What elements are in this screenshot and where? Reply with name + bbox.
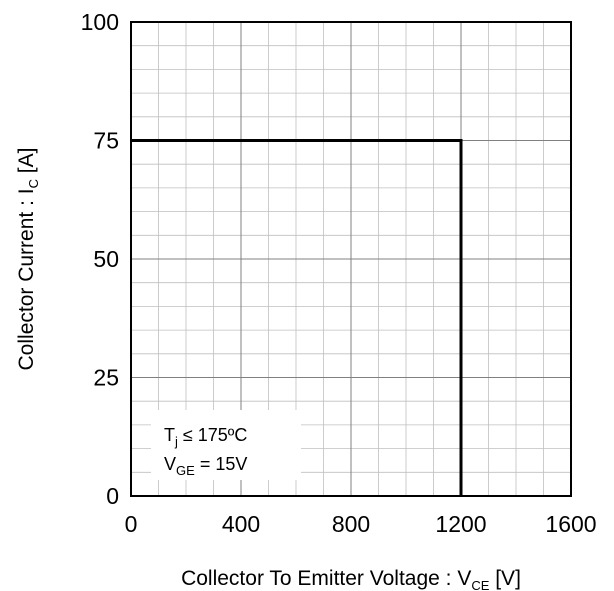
y-tick-label: 50	[93, 246, 119, 272]
x-tick-label: 1200	[435, 511, 486, 537]
conditions-box	[151, 410, 301, 480]
plot-area	[130, 21, 572, 497]
x-axis-title: Collector To Emitter Voltage : VCE [V]	[181, 567, 521, 591]
y-axis-title: Collector Current : IC [A]	[15, 148, 41, 371]
x-tick-label: 0	[125, 511, 138, 537]
vge-condition-label: VGE = 15V	[164, 454, 247, 478]
y-tick-label: 25	[93, 365, 119, 391]
x-tick-label: 1600	[545, 511, 596, 537]
rbsoa-boundary-line	[131, 139, 463, 496]
y-tick-labels: 0 25 50 75 100	[81, 9, 119, 509]
x-tick-labels: 0 400 800 1200 1600	[125, 511, 597, 537]
series-layer	[131, 139, 463, 496]
y-tick-label: 0	[106, 483, 119, 509]
x-tick-label: 800	[332, 511, 370, 537]
tj-condition-label: Tj ≤ 175ºC	[164, 425, 247, 449]
y-tick-label: 75	[93, 128, 119, 154]
y-tick-label: 100	[81, 9, 119, 35]
x-tick-label: 400	[222, 511, 260, 537]
